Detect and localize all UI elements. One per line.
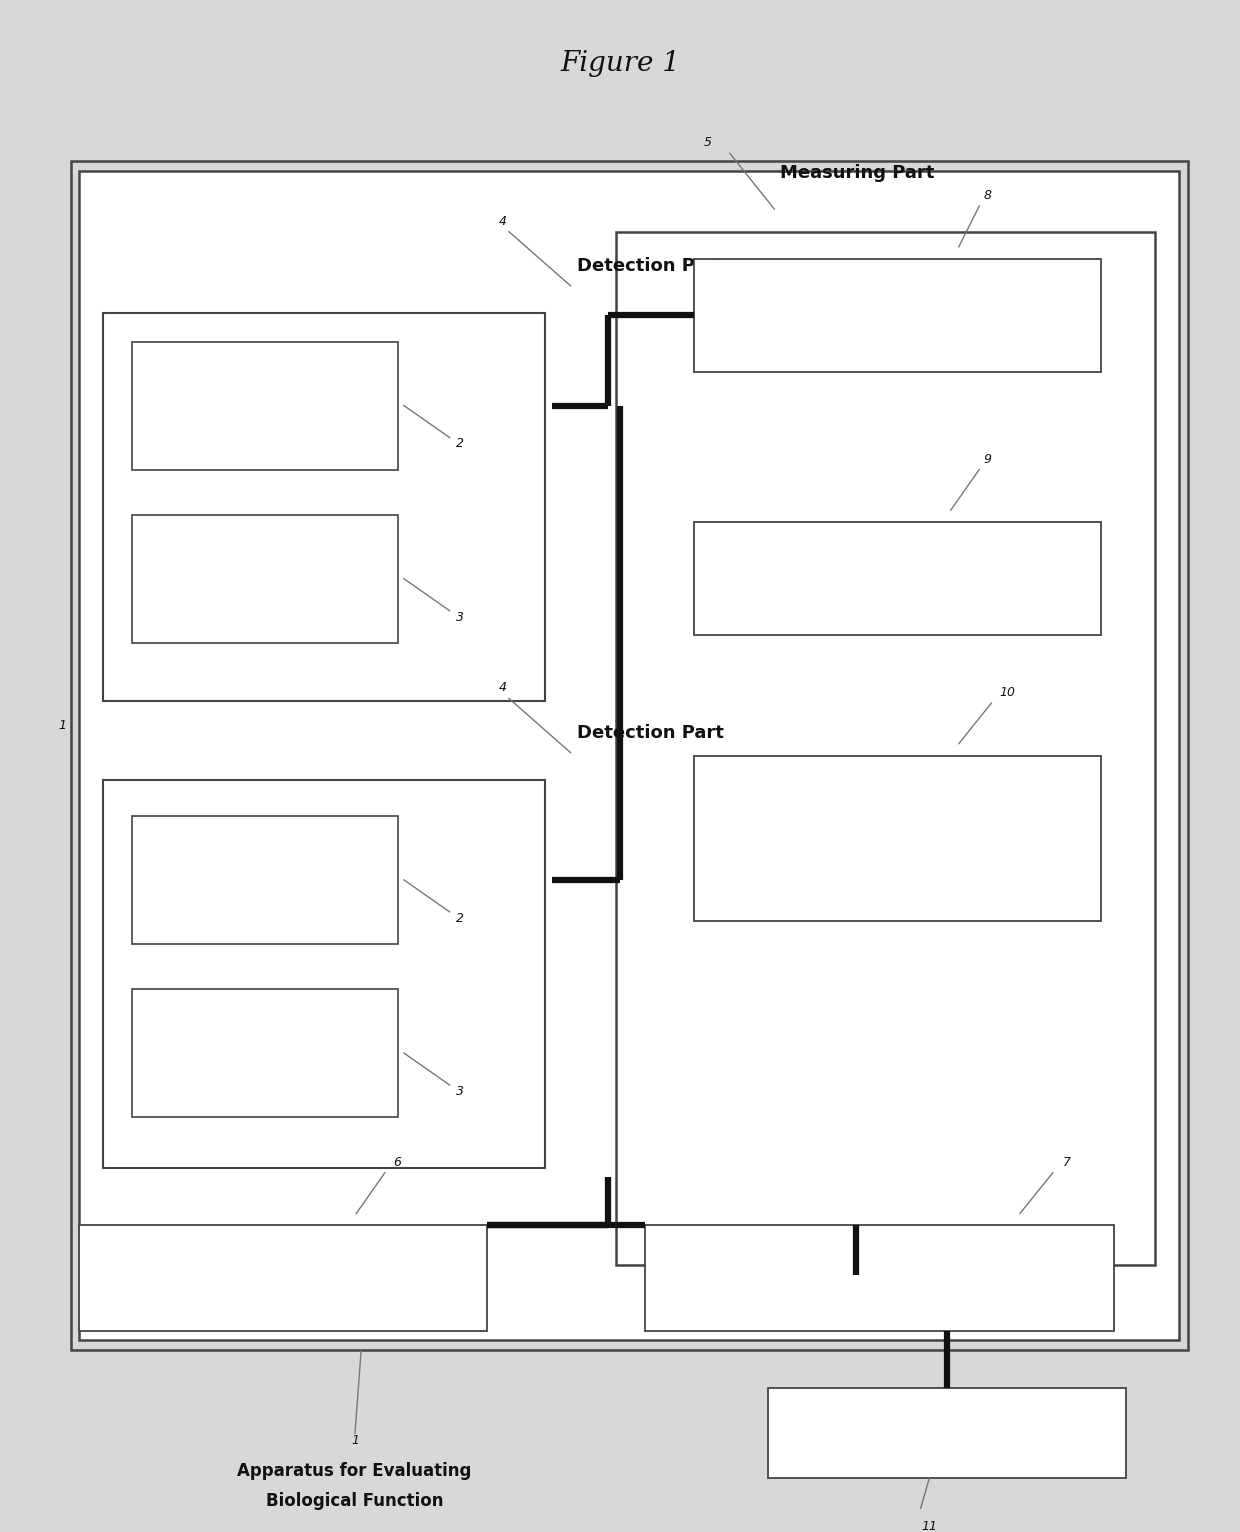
Bar — [133, 515, 398, 643]
Text: Part: Part — [252, 596, 279, 610]
Text: 3: 3 — [455, 1085, 464, 1098]
Bar — [103, 780, 544, 1169]
Text: Computing Part: Computing Part — [841, 308, 955, 323]
Text: 3: 3 — [455, 611, 464, 624]
Text: Determination Part: Determination Part — [213, 1270, 352, 1285]
Text: Light-Emitting: Light-Emitting — [216, 855, 314, 869]
Text: 6: 6 — [393, 1155, 401, 1169]
Text: 5: 5 — [703, 136, 712, 149]
Text: Apparatus for Evaluating: Apparatus for Evaluating — [237, 1462, 471, 1480]
Bar — [694, 259, 1101, 372]
Text: 1: 1 — [58, 719, 66, 732]
Text: Part: Part — [252, 1071, 279, 1085]
Text: Detection Part: Detection Part — [577, 257, 724, 276]
Text: Image: Image — [875, 798, 920, 813]
Text: 7: 7 — [1063, 1155, 1071, 1169]
Text: Part: Part — [252, 423, 279, 437]
Bar — [133, 990, 398, 1117]
Bar — [79, 172, 1179, 1340]
Bar — [79, 1226, 486, 1331]
Text: 11: 11 — [921, 1520, 937, 1532]
Bar — [133, 817, 398, 944]
Text: Measuring Part: Measuring Part — [780, 164, 935, 182]
Text: Light-Emitting: Light-Emitting — [216, 380, 314, 395]
Text: 2: 2 — [455, 438, 464, 450]
Text: Figure 1: Figure 1 — [560, 49, 680, 77]
Text: Processing Part: Processing Part — [842, 852, 954, 867]
Text: Part: Part — [252, 898, 279, 912]
Text: Memory Part: Memory Part — [851, 571, 944, 587]
Text: Light-Receiving: Light-Receiving — [212, 1028, 319, 1042]
Bar — [95, 303, 552, 711]
Bar — [608, 221, 1163, 1275]
Bar — [95, 771, 552, 1177]
Text: 9: 9 — [983, 452, 991, 466]
Text: Light-Receiving: Light-Receiving — [212, 553, 319, 568]
Text: 4: 4 — [498, 682, 507, 694]
Text: Display Part: Display Part — [836, 1270, 923, 1285]
Bar — [768, 1388, 1126, 1478]
Bar — [103, 313, 544, 702]
Bar — [645, 1226, 1114, 1331]
Bar — [133, 342, 398, 470]
Text: 1: 1 — [351, 1434, 358, 1448]
Bar — [616, 231, 1154, 1264]
Text: 8: 8 — [983, 188, 991, 202]
Bar — [694, 755, 1101, 921]
Text: 2: 2 — [455, 912, 464, 925]
Text: Detection Part: Detection Part — [577, 725, 724, 741]
Text: 10: 10 — [999, 686, 1016, 699]
Text: 4: 4 — [498, 214, 507, 228]
Bar — [71, 161, 1188, 1351]
Bar — [694, 522, 1101, 636]
Text: Program: Program — [916, 1426, 978, 1440]
Text: Biological Function: Biological Function — [265, 1492, 444, 1511]
